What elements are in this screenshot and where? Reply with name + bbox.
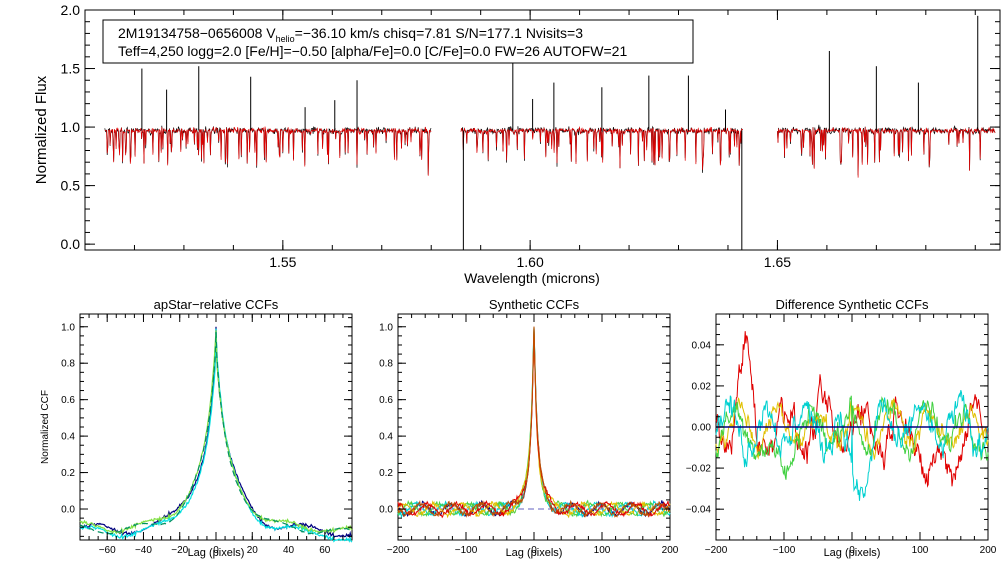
synthetic-ccf-panel: −200 −100 0 100 200 0.0 0.2 0.4 0.6 0.8 1.0 Synthe… <box>379 297 679 559</box>
apstar-ccf-line-3 <box>79 330 353 535</box>
difference-ccf-series <box>715 331 989 501</box>
model-spectrum-chip-2 <box>460 125 744 170</box>
synthetic-ccf-line-2 <box>397 326 671 519</box>
synthetic-ccf-line-1 <box>397 326 671 518</box>
apstar-ccf-ylabel: Normalized CCF <box>40 390 51 464</box>
model-spectrum-chip-1 <box>104 126 432 176</box>
apstar-ccf-ytick-label: 0.2 <box>61 468 75 479</box>
spectrum-ytick-label: 0.5 <box>61 178 81 194</box>
difference-ccf-ytick-label: −0.02 <box>686 464 712 475</box>
difference-ccf-ytick-label: 0.00 <box>692 423 712 434</box>
synthetic-ccf-xlabel: Lag (pixels) <box>506 547 563 559</box>
synthetic-ccf-line-5 <box>397 326 671 519</box>
difference-ccf-xtick-label: 200 <box>980 545 997 556</box>
apstar-ccf-xtick-label: −20 <box>171 545 188 556</box>
apstar-ccf-series <box>79 326 353 543</box>
apstar-ccf-line-1 <box>79 326 353 539</box>
synthetic-ccf-title: Synthetic CCFs <box>489 297 580 312</box>
synthetic-ccf-ytick-label: 0.8 <box>379 359 393 370</box>
apstar-ccf-ytick-label: 0.4 <box>61 432 75 443</box>
spectrum-xtick-label: 1.60 <box>517 254 544 270</box>
apstar-ccf-xtick-label: 40 <box>283 545 295 556</box>
synthetic-ccf-xtick-label: −200 <box>387 545 410 556</box>
spectrum-xtick-label: 1.55 <box>269 254 296 270</box>
apstar-ccf-xtick-label: 60 <box>319 545 331 556</box>
synthetic-ccf-xtick-label: 100 <box>594 545 611 556</box>
apstar-ccf-ytick-label: 0.6 <box>61 395 75 406</box>
apstar-ccf-xtick-label: 20 <box>247 545 259 556</box>
spectrum-series <box>104 15 996 250</box>
synthetic-ccf-line-3 <box>397 326 671 518</box>
spectrum-ytick-label: 2.0 <box>61 2 81 18</box>
synthetic-ccf-xtick-label: 0 <box>531 545 537 556</box>
spectrum-panel: 1.55 1.60 1.65 0.0 0.5 1.0 1.5 2.0 2M19134758−0… <box>33 2 1001 286</box>
synthetic-ccf-ytick-label: 0.6 <box>379 395 393 406</box>
apstar-ccf-panel: −60 −40 −20 0 20 40 60 0.0 0.2 0.4 0.6 0.8 1.0 apSta… <box>40 297 353 559</box>
spectrum-xtick-label: 1.65 <box>764 254 791 270</box>
synthetic-ccf-ytick-label: 0.4 <box>379 432 393 443</box>
synthetic-ccf-line-6 <box>397 326 671 518</box>
spectrum-ytick-label: 1.5 <box>61 60 81 76</box>
synthetic-ccf-series <box>397 326 671 519</box>
difference-ccf-axes: −200 −100 0 100 200 −0.04 −0.02 0.00 0.02 0.04 <box>686 313 997 556</box>
apstar-ccf-xlabel: Lag (pixels) <box>188 547 245 559</box>
apstar-ccf-axes: −60 −40 −20 0 20 40 60 0.0 0.2 0.4 0.6 0.8 1.0 <box>61 314 353 556</box>
difference-ccf-xtick-label: −100 <box>773 545 796 556</box>
difference-ccf-ytick-label: 0.02 <box>692 381 712 392</box>
spectrum-ytick-label: 0.0 <box>61 236 81 252</box>
model-spectrum-chip-3 <box>777 126 996 178</box>
difference-ccf-xtick-label: 100 <box>912 545 929 556</box>
difference-ccf-title: Difference Synthetic CCFs <box>776 297 929 312</box>
synthetic-ccf-axes: −200 −100 0 100 200 0.0 0.2 0.4 0.6 0.8 1.0 <box>379 314 679 556</box>
difference-ccf-ytick-label: −0.04 <box>686 505 712 516</box>
difference-ccf-xlabel: Lag (pixels) <box>824 547 881 559</box>
observed-spectrum-chip-1 <box>104 125 432 175</box>
synthetic-ccf-ytick-label: 1.0 <box>379 322 393 333</box>
synthetic-ccf-ytick-label: 0.0 <box>379 505 393 516</box>
apstar-ccf-line-2 <box>79 328 353 543</box>
apstar-ccf-xtick-label: −40 <box>135 545 152 556</box>
synthetic-ccf-line-4 <box>397 326 671 519</box>
apstar-ccf-ytick-label: 0.0 <box>61 505 75 516</box>
apstar-ccf-title: apStar−relative CCFs <box>154 297 279 312</box>
apstar-ccf-xtick-label: −60 <box>99 545 116 556</box>
spectrum-axes: 1.55 1.60 1.65 0.0 0.5 1.0 1.5 2.0 <box>61 2 1000 270</box>
apstar-ccf-line-4 <box>79 332 353 535</box>
apstar-ccf-ytick-label: 0.8 <box>61 359 75 370</box>
difference-ccf-xtick-label: −200 <box>705 545 728 556</box>
spectrum-ylabel: Normalized Flux <box>33 75 50 184</box>
annotation-line-1: 2M19134758−0656008 Vhelio=−36.10 km/s ch… <box>118 25 583 44</box>
annotation-box <box>102 19 694 64</box>
annotation-line-2: Teff=4,250 logg=2.0 [Fe/H]=−0.50 [alpha/… <box>118 43 627 59</box>
difference-ccf-xtick-label: 0 <box>849 545 855 556</box>
synthetic-ccf-xtick-label: −100 <box>455 545 478 556</box>
difference-ccf-ytick-label: 0.04 <box>692 340 712 351</box>
spectrum-plot-frame <box>84 9 1001 251</box>
synthetic-ccf-xtick-label: 200 <box>662 545 679 556</box>
apstar-ccf-xtick-label: 0 <box>213 545 219 556</box>
difference-ccf-panel: −200 −100 0 100 200 −0.04 −0.02 0.00 0.02 0.04 Di… <box>686 297 997 559</box>
spectrum-xlabel: Wavelength (microns) <box>464 270 600 286</box>
synthetic-ccf-ytick-label: 0.2 <box>379 468 393 479</box>
spectrum-ytick-label: 1.0 <box>61 119 81 135</box>
apstar-ccf-ytick-label: 1.0 <box>61 322 75 333</box>
